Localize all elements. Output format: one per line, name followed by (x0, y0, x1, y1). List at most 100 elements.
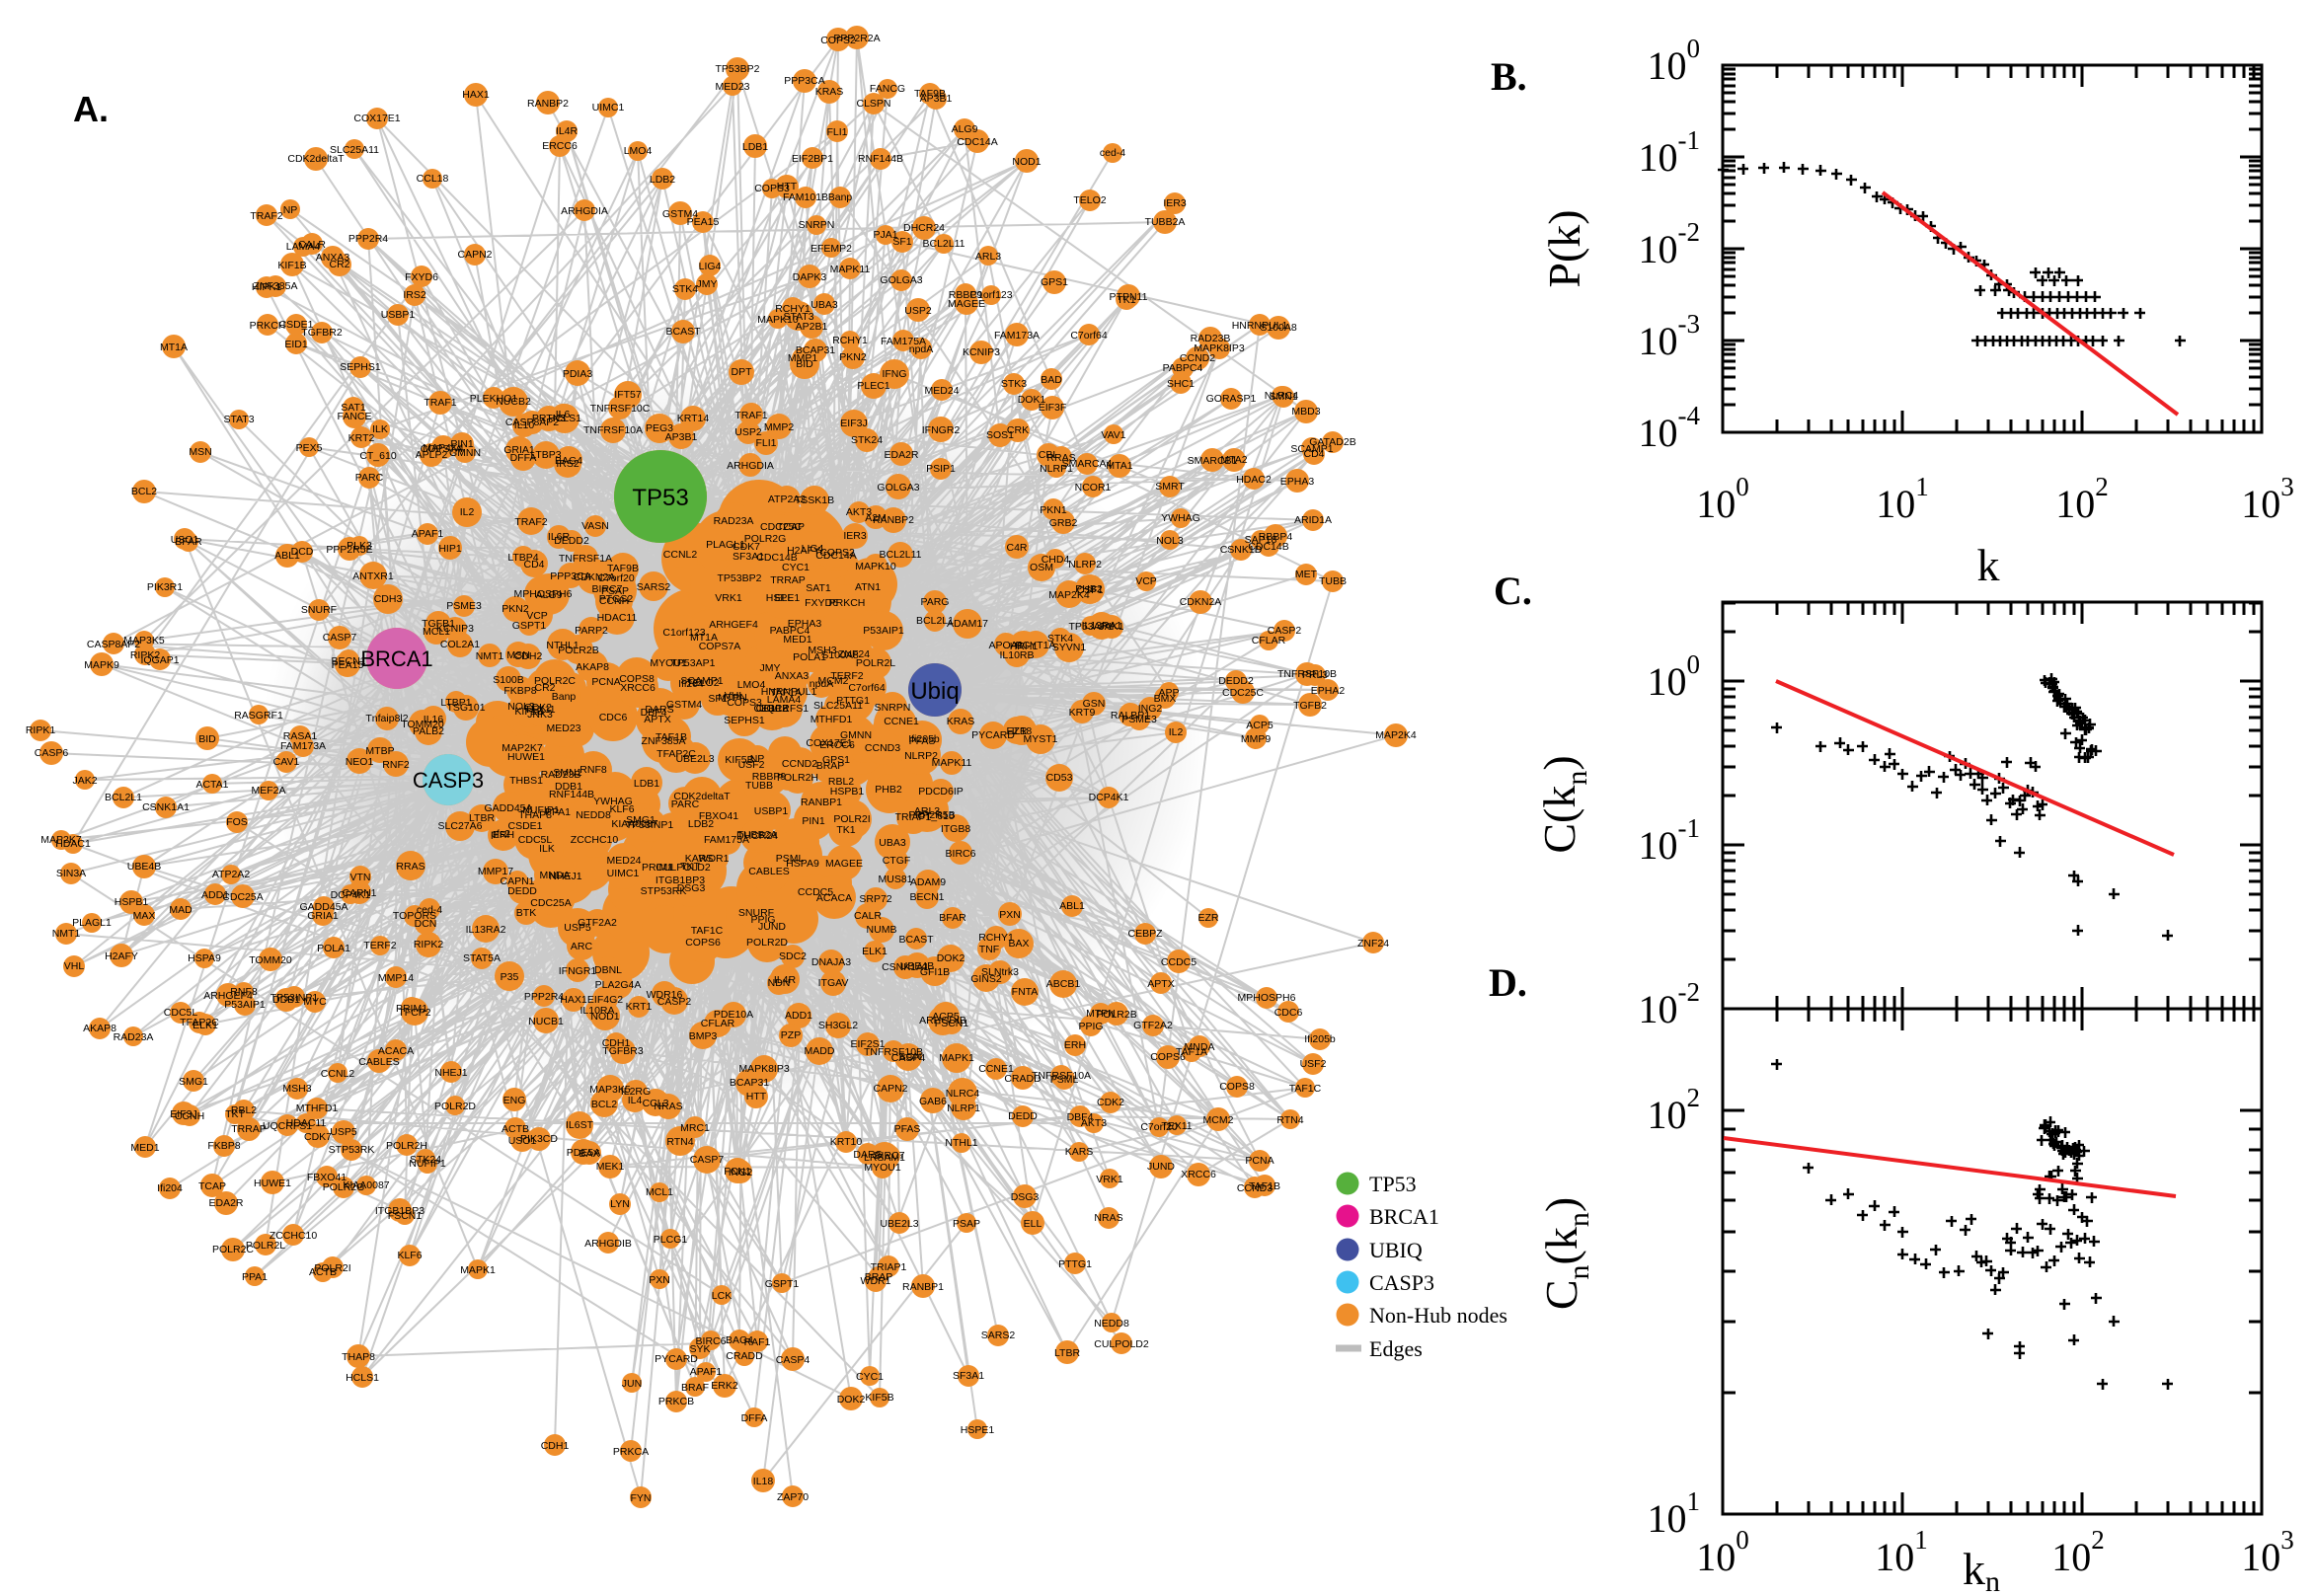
svg-text:WDR1: WDR1 (861, 1275, 891, 1287)
svg-text:UBE2L3: UBE2L3 (675, 753, 714, 765)
svg-text:SNRPN: SNRPN (875, 702, 911, 714)
svg-text:PARP2: PARP2 (575, 625, 608, 637)
svg-text:FOS: FOS (226, 816, 248, 828)
svg-text:ELK1: ELK1 (193, 1020, 218, 1031)
svg-text:ACTB: ACTB (502, 1123, 529, 1135)
svg-text:DCD: DCD (291, 546, 314, 558)
svg-text:THAP8: THAP8 (518, 809, 552, 821)
svg-text:TCAP: TCAP (198, 1180, 226, 1192)
svg-text:VCP: VCP (526, 610, 548, 622)
svg-text:DBNL: DBNL (594, 964, 622, 976)
svg-text:NOL3: NOL3 (1156, 535, 1184, 547)
svg-text:HNRNPUL1: HNRNPUL1 (1232, 320, 1288, 332)
svg-text:NP: NP (283, 204, 298, 216)
svg-text:COPS6: COPS6 (1150, 1051, 1186, 1063)
svg-text:KIF1B: KIF1B (277, 260, 306, 271)
svg-text:CCND2: CCND2 (1180, 352, 1215, 364)
svg-text:TKT: TKT (225, 1108, 245, 1120)
svg-text:PIK3R1: PIK3R1 (147, 581, 183, 593)
svg-text:KIF5B: KIF5B (865, 1392, 893, 1404)
svg-text:GATAD2B: GATAD2B (1309, 436, 1355, 448)
svg-text:CYC1: CYC1 (782, 562, 810, 573)
svg-text:CAPN2: CAPN2 (873, 1083, 907, 1095)
svg-text:COPS6: COPS6 (685, 937, 721, 949)
svg-text:LDB1: LDB1 (742, 141, 768, 153)
svg-text:USP5: USP5 (564, 922, 591, 934)
svg-text:FLI1: FLI1 (755, 437, 776, 449)
svg-text:GRIA1: GRIA1 (503, 444, 535, 456)
svg-text:CDC14A: CDC14A (957, 136, 997, 148)
svg-text:IL6: IL6 (556, 409, 571, 420)
svg-text:BIRC6: BIRC6 (946, 848, 976, 860)
svg-text:PTGS2: PTGS2 (599, 593, 634, 605)
svg-text:SMN1: SMN1 (553, 767, 581, 779)
svg-text:MT1A: MT1A (160, 342, 188, 353)
svg-text:CCL3: CCL3 (643, 1098, 669, 1109)
svg-text:PSIP1: PSIP1 (926, 463, 956, 475)
svg-text:HDAC11: HDAC11 (286, 1117, 327, 1129)
svg-text:MAPK10: MAPK10 (855, 561, 896, 572)
svg-text:SLC25A11: SLC25A11 (330, 144, 379, 156)
svg-text:PSAP: PSAP (601, 585, 629, 597)
svg-text:MED23: MED23 (546, 722, 580, 734)
svg-text:ILK: ILK (539, 843, 555, 855)
svg-text:SLNtrk3: SLNtrk3 (981, 966, 1019, 978)
svg-text:ARL3: ARL3 (914, 805, 940, 817)
svg-text:MAX: MAX (133, 910, 156, 922)
svg-text:k: k (1977, 540, 2000, 590)
svg-text:Non-Hub nodes: Non-Hub nodes (1369, 1303, 1507, 1328)
svg-text:VRK1: VRK1 (1096, 1174, 1123, 1185)
svg-text:CDC25A: CDC25A (222, 891, 263, 903)
svg-text:C7orf20: C7orf20 (1140, 1121, 1178, 1133)
svg-text:ced-4: ced-4 (1100, 147, 1125, 159)
svg-text:CRK: CRK (1007, 424, 1029, 436)
svg-text:EDA2R: EDA2R (208, 1197, 243, 1209)
svg-text:PFAS: PFAS (909, 735, 936, 747)
svg-text:TP53BP2: TP53BP2 (718, 572, 762, 584)
svg-text:BCAST: BCAST (898, 934, 934, 946)
svg-text:ZNF24: ZNF24 (1357, 938, 1389, 950)
svg-text:ANXA3: ANXA3 (316, 252, 350, 264)
svg-text:CABLES: CABLES (358, 1056, 399, 1068)
svg-text:POLR2B: POLR2B (1096, 1009, 1136, 1021)
svg-text:TEX11: TEX11 (524, 704, 555, 716)
svg-text:ITGB1BP3: ITGB1BP3 (375, 1205, 425, 1217)
svg-text:LDB2: LDB2 (650, 174, 675, 186)
svg-text:ATP2A2: ATP2A2 (768, 494, 806, 505)
svg-text:COX17E1: COX17E1 (353, 113, 400, 124)
svg-text:NLRC4: NLRC4 (946, 1088, 980, 1100)
svg-text:BAD: BAD (1041, 374, 1062, 386)
svg-text:NUFIP1: NUFIP1 (409, 1158, 446, 1170)
svg-text:MAP2K4: MAP2K4 (1048, 589, 1090, 601)
svg-text:TRAF2: TRAF2 (250, 210, 282, 222)
svg-text:TGFBR2: TGFBR2 (301, 327, 343, 339)
svg-text:BECN1: BECN1 (909, 891, 944, 903)
svg-text:TNF: TNF (979, 944, 999, 955)
svg-text:RNF144B: RNF144B (549, 789, 594, 800)
svg-text:MAPK8IP3: MAPK8IP3 (738, 1063, 790, 1075)
svg-text:DOK2: DOK2 (937, 952, 965, 964)
svg-text:DEDD: DEDD (1008, 1110, 1038, 1122)
svg-text:KIF1B: KIF1B (514, 706, 543, 718)
svg-text:ARC: ARC (571, 941, 593, 952)
svg-text:VASN: VASN (581, 520, 609, 532)
svg-text:BAG4: BAG4 (726, 1334, 753, 1346)
svg-text:ELK1: ELK1 (862, 946, 888, 957)
svg-text:CD4: CD4 (1303, 448, 1324, 460)
svg-text:TNFRSF10C: TNFRSF10C (590, 403, 651, 415)
svg-text:BFAR: BFAR (939, 912, 966, 924)
svg-text:CCNL2: CCNL2 (321, 1068, 355, 1080)
svg-text:UBE2L3: UBE2L3 (880, 1218, 918, 1230)
svg-text:TAF1C: TAF1C (691, 925, 724, 937)
svg-text:MPHOSPH6: MPHOSPH6 (1238, 992, 1296, 1004)
svg-text:POLR2C: POLR2C (534, 675, 576, 687)
svg-text:CLSPN: CLSPN (856, 98, 890, 110)
svg-text:PLCG1: PLCG1 (654, 1234, 688, 1246)
svg-text:TFAP2C: TFAP2C (656, 748, 696, 760)
svg-text:DOK1: DOK1 (1018, 394, 1046, 406)
svg-text:RIPK2: RIPK2 (414, 939, 444, 950)
svg-text:KCNIP3: KCNIP3 (436, 623, 474, 635)
svg-text:C(kn): C(kn) (1534, 755, 1593, 853)
svg-text:LTBR: LTBR (469, 812, 495, 824)
svg-text:ERH: ERH (493, 829, 514, 841)
